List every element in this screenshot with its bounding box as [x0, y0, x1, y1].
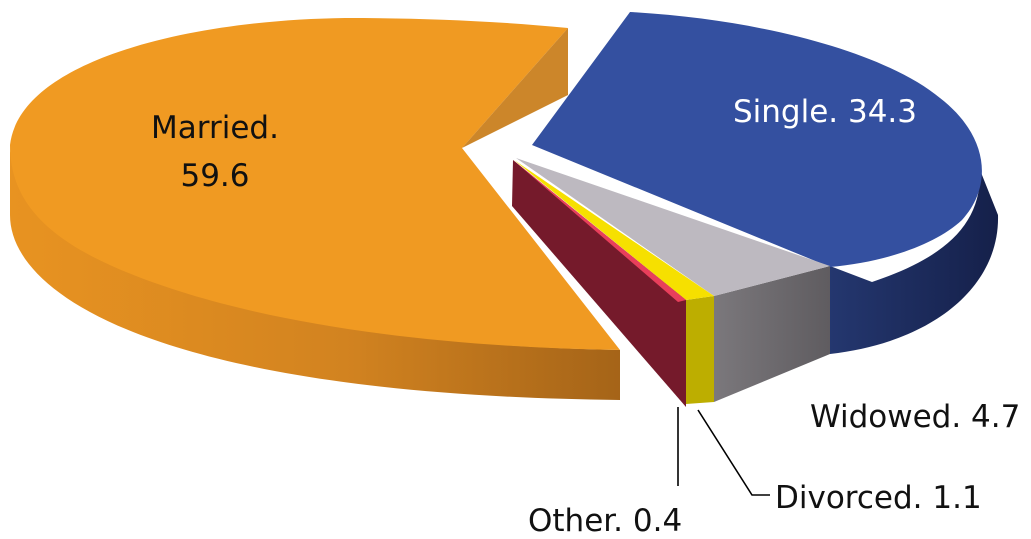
slice-divorced-side	[686, 296, 714, 404]
slice-widowed-top	[516, 158, 830, 296]
slice-single-top	[532, 12, 982, 267]
label-divorced: Divorced. 1.1	[775, 480, 982, 516]
leader-line-divorced	[697, 409, 770, 496]
slice-single-side	[830, 170, 999, 354]
slice-single	[532, 12, 999, 354]
slice-widowed	[516, 158, 830, 402]
slice-married-top	[10, 18, 620, 350]
data-labels: Married. 59.6 Single. 34.3 Widowed. 4.7 …	[151, 94, 1020, 539]
slice-divorced-top	[514, 160, 714, 300]
label-other: Other. 0.4	[528, 503, 682, 535]
slice-married-inner-face	[462, 28, 568, 148]
slice-married-side	[10, 145, 620, 400]
leader-lines	[677, 407, 770, 496]
slice-married	[10, 18, 620, 400]
label-married-line2: 59.6	[180, 158, 249, 194]
slice-other-top	[513, 160, 686, 302]
slice-divorced	[514, 160, 714, 404]
label-single: Single. 34.3	[733, 94, 917, 130]
slice-widowed-side	[714, 266, 830, 402]
slice-other	[512, 160, 686, 407]
label-married-line1: Married.	[151, 110, 279, 146]
slice-other-side	[512, 160, 686, 407]
label-widowed: Widowed. 4.7	[810, 399, 1020, 435]
